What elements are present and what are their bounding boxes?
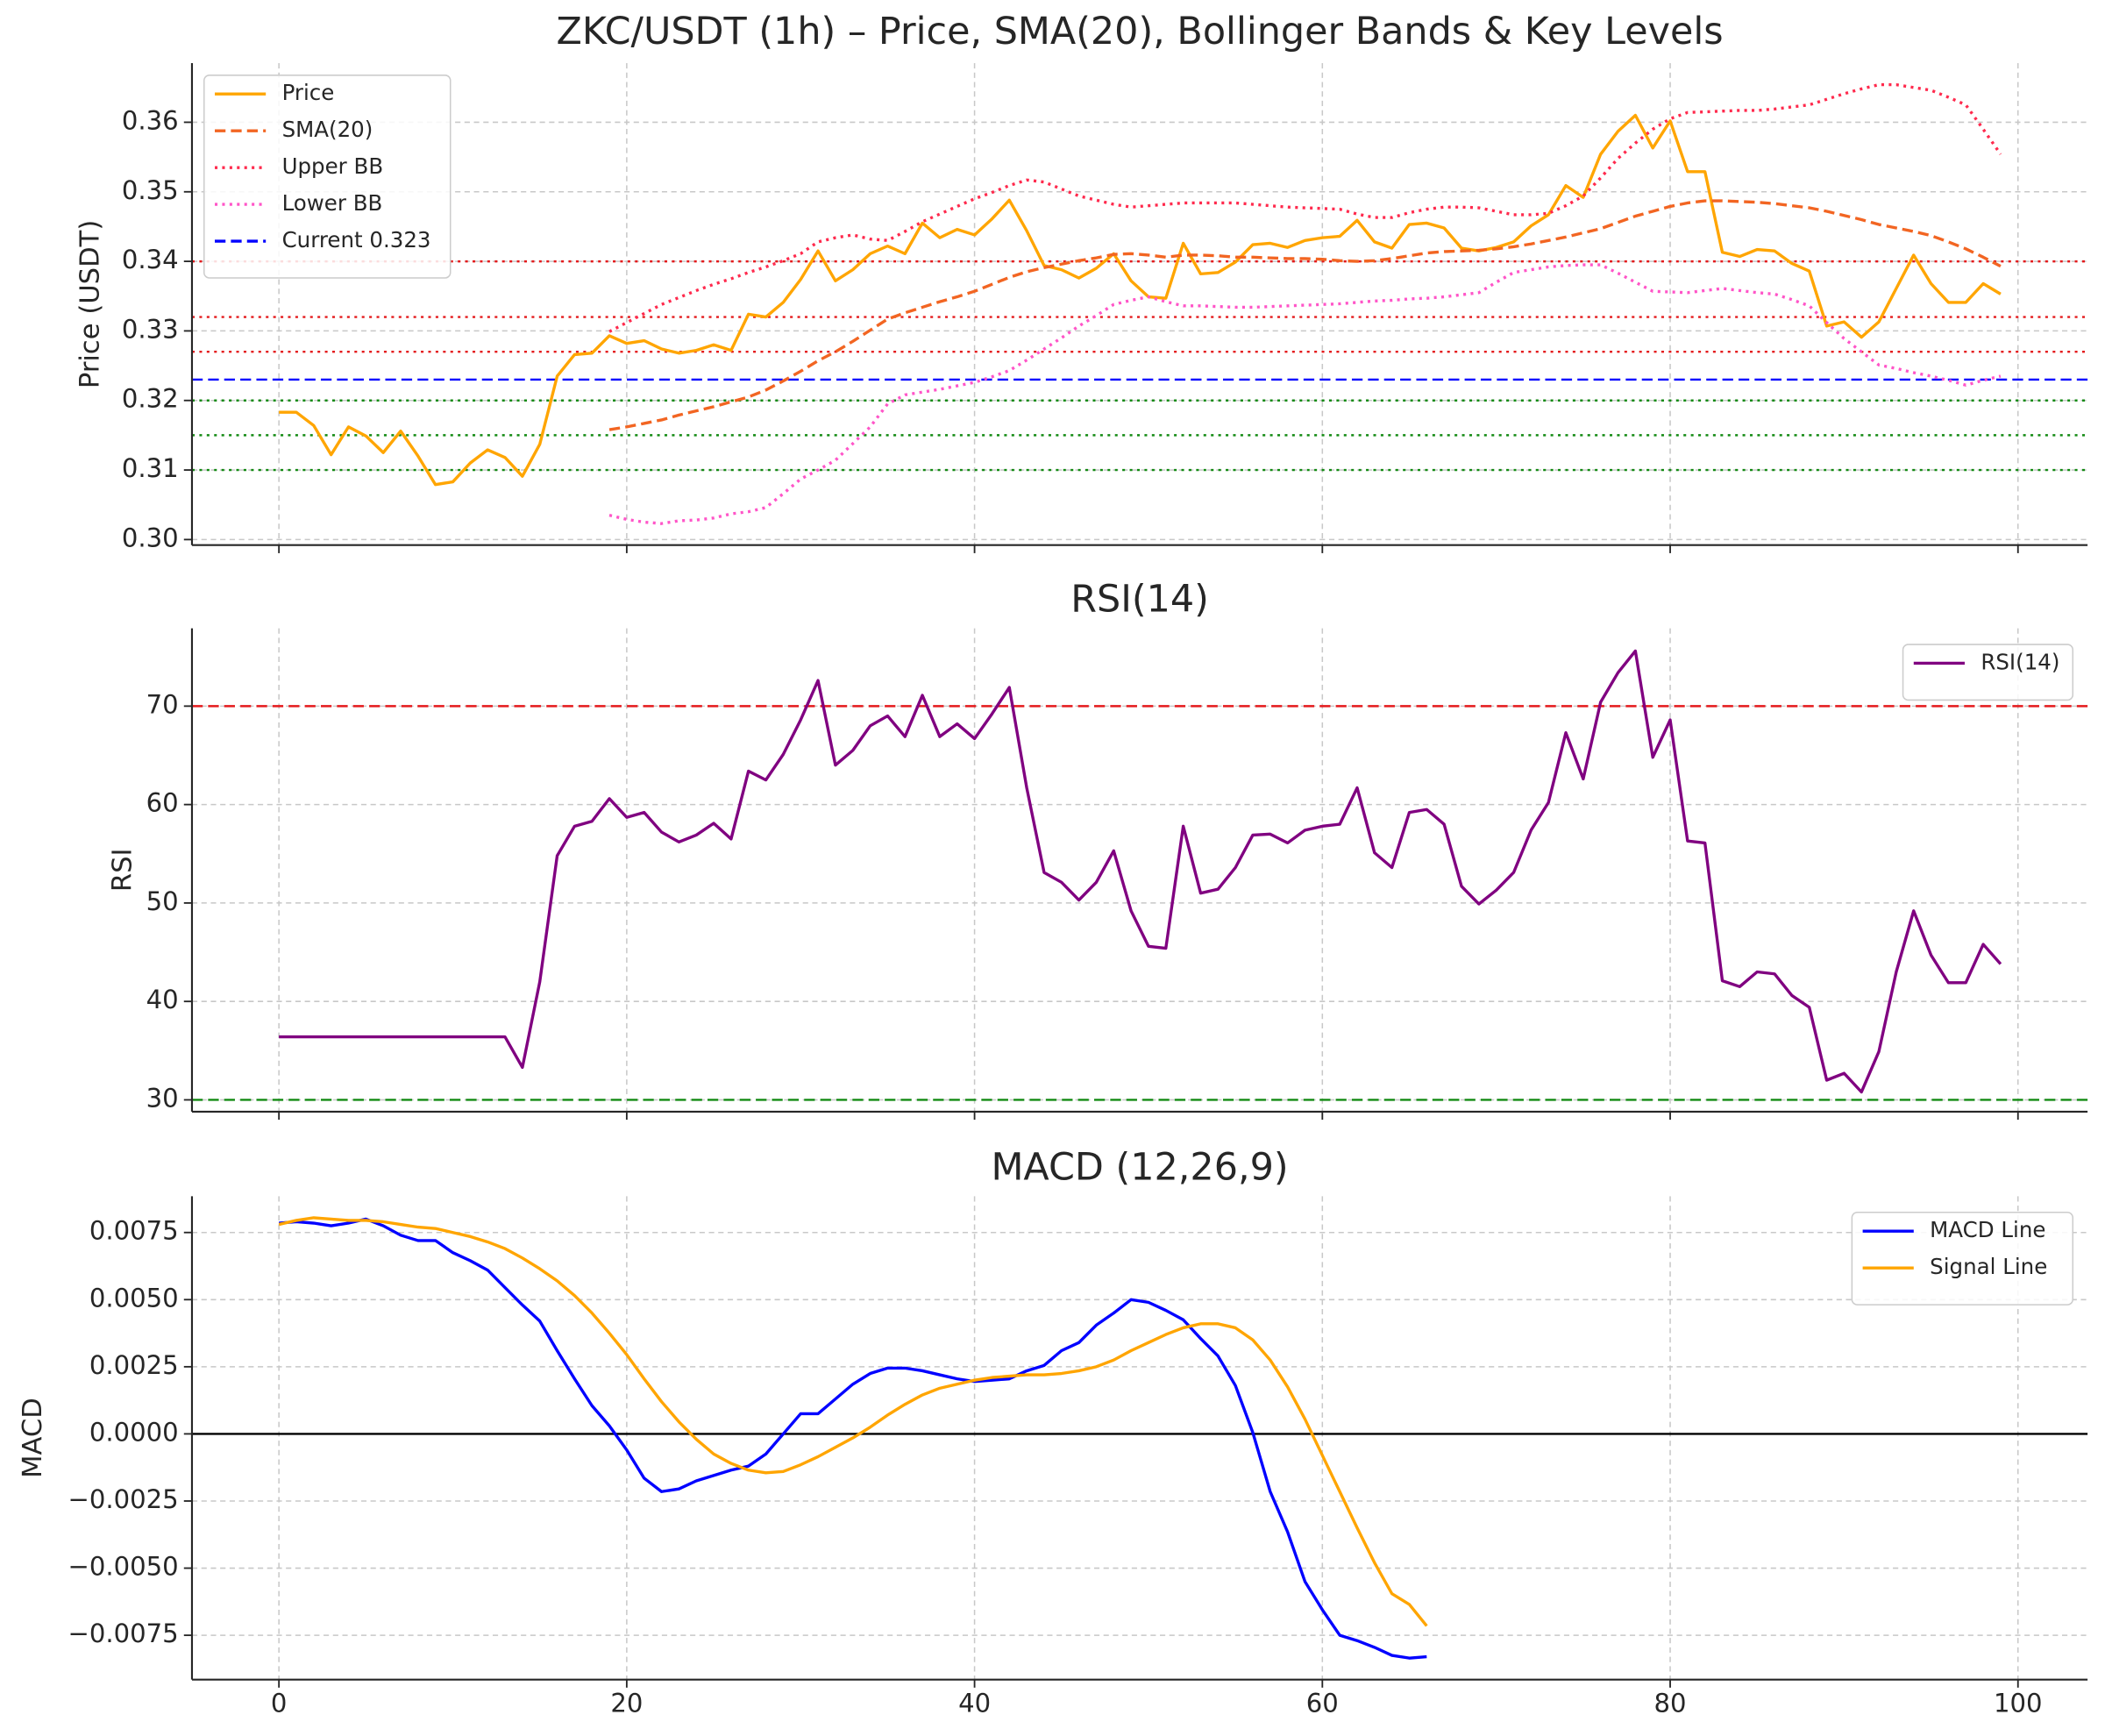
chart-title: ZKC/USDT (1h) – Price, SMA(20), Bollinge… <box>556 10 1723 53</box>
legend-label: RSI(14) <box>1981 649 2059 674</box>
y-tick-label: 0.36 <box>122 105 179 135</box>
x-tick-label: 40 <box>958 1689 991 1718</box>
legend-box <box>1902 644 2074 701</box>
legend-label: SMA(20) <box>282 117 373 142</box>
y-tick-label: 0.33 <box>122 314 179 344</box>
legend-label: Signal Line <box>1930 1254 2047 1279</box>
legend-box <box>1851 1212 2074 1306</box>
chart-title: RSI(14) <box>1070 578 1209 622</box>
y-tick-label: 0.32 <box>122 384 179 414</box>
legend-label: Price <box>282 80 335 105</box>
y-tick-label: 50 <box>146 886 179 916</box>
legend-label: MACD Line <box>1930 1217 2045 1242</box>
x-tick-label: 60 <box>1306 1689 1339 1718</box>
y-tick-label: 0.0075 <box>89 1216 179 1246</box>
x-tick-label: 80 <box>1654 1689 1687 1718</box>
x-tick-label: 0 <box>271 1689 288 1718</box>
y-tick-label: 0.30 <box>122 523 179 552</box>
y-tick-label: 60 <box>146 788 179 818</box>
y-axis-label: RSI <box>107 848 138 892</box>
x-tick-label: 100 <box>1994 1689 2043 1718</box>
legend: Price SMA(20) Upper BB Lower BB Current 0.32… <box>203 75 452 279</box>
y-tick-label: 0.31 <box>122 453 179 483</box>
y-tick-label: −0.0075 <box>68 1619 179 1648</box>
legend: RSI(14) <box>1902 644 2074 701</box>
series-line <box>278 1216 1428 1627</box>
chart-title: MACD (12,26,9) <box>991 1145 1288 1189</box>
series-line <box>279 1217 1427 1660</box>
y-tick-label: 40 <box>146 985 179 1014</box>
y-tick-label: −0.0050 <box>68 1552 179 1582</box>
y-tick-label: 0.0000 <box>89 1417 179 1447</box>
legend-label: Lower BB <box>282 190 383 216</box>
y-tick-label: 30 <box>146 1083 179 1113</box>
legend-label: Current 0.323 <box>282 227 431 253</box>
y-tick-label: 0.0025 <box>89 1350 179 1380</box>
y-tick-label: 0.35 <box>122 175 179 205</box>
legend: MACD Line Signal Line <box>1851 1212 2074 1306</box>
legend-label: Upper BB <box>282 153 384 179</box>
series-line <box>279 649 2002 1094</box>
series-line <box>279 113 2002 487</box>
y-tick-label: 70 <box>146 689 179 719</box>
y-tick-label: 0.0050 <box>89 1283 179 1313</box>
series-line <box>608 263 2002 525</box>
legend-box <box>203 75 452 279</box>
x-tick-label: 20 <box>610 1689 643 1718</box>
series-line <box>608 199 2002 431</box>
series-line <box>608 82 2002 333</box>
y-axis-label: Price (USDT) <box>75 220 106 388</box>
y-axis-label: MACD <box>18 1398 48 1478</box>
y-tick-label: −0.0025 <box>68 1484 179 1514</box>
y-tick-label: 0.34 <box>122 245 179 274</box>
